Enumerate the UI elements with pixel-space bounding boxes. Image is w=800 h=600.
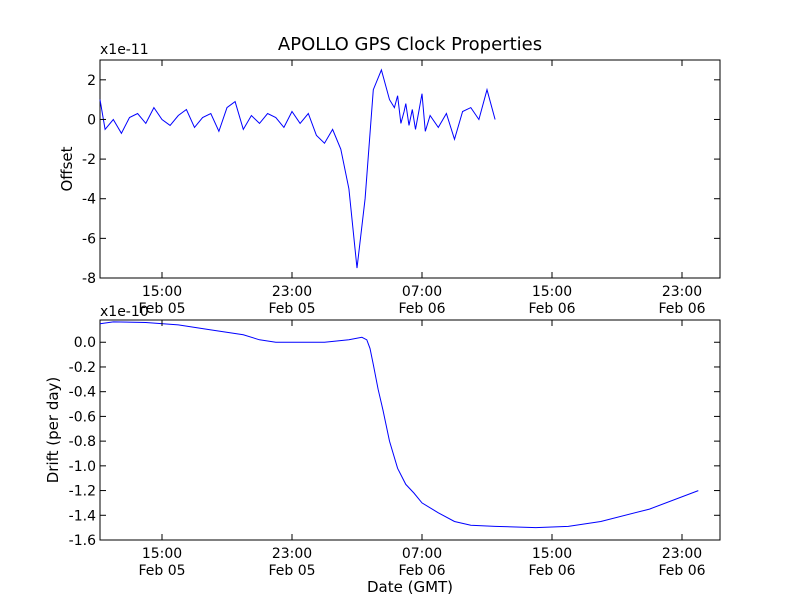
- y-tick-label: 0: [87, 112, 96, 128]
- y-tick-label: 0.0: [74, 335, 96, 351]
- x-tick-date-label: Feb 05: [268, 563, 315, 579]
- x-tick-time-label: 15:00: [142, 546, 182, 562]
- drift-y-ticks: -1.6 -1.4 -1.2 -1.0 -0.8 -0.6 -0.4 -0.2 0.0: [69, 335, 720, 549]
- x-tick-date-label: Feb 05: [268, 301, 315, 317]
- x-tick-date-label: Feb 06: [528, 301, 575, 317]
- y-tick-label: -0.2: [69, 360, 96, 376]
- offset-y-ticks: -8 -6 -4 -2 0 2: [82, 73, 720, 287]
- drift-plot-frame: [99, 319, 721, 541]
- drift-scale-label: x1e-10: [100, 304, 149, 320]
- y-tick-label: -1.2: [69, 484, 96, 500]
- x-tick-time-label: 15:00: [532, 284, 572, 300]
- drift-series-line: [99, 321, 699, 529]
- y-tick-label: -1.4: [69, 508, 96, 524]
- y-tick-label: 2: [87, 73, 96, 89]
- y-tick-label: -4: [82, 192, 96, 208]
- y-tick-label: -1.6: [69, 533, 96, 549]
- x-tick-time-label: 15:00: [142, 284, 182, 300]
- x-tick-time-label: 23:00: [662, 546, 702, 562]
- y-tick-label: -0.6: [69, 409, 96, 425]
- y-tick-label: -0.8: [69, 434, 96, 450]
- x-tick-date-label: Feb 06: [658, 301, 705, 317]
- x-tick-time-label: 07:00: [402, 546, 442, 562]
- x-tick-time-label: 07:00: [402, 284, 442, 300]
- offset-scale-label: x1e-11: [100, 42, 149, 58]
- x-tick-time-label: 23:00: [272, 546, 312, 562]
- offset-plot-frame: [99, 59, 721, 279]
- x-tick-time-label: 23:00: [662, 284, 702, 300]
- x-tick-time-label: 15:00: [532, 546, 572, 562]
- x-tick-date-label: Feb 06: [528, 563, 575, 579]
- y-tick-label: -6: [82, 231, 96, 247]
- y-tick-label: -8: [82, 271, 96, 287]
- x-tick-time-label: 23:00: [272, 284, 312, 300]
- drift-axis-label: Drift (per day): [44, 377, 62, 484]
- y-tick-label: -2: [82, 152, 96, 168]
- offset-series-line: [99, 68, 496, 269]
- x-tick-date-label: Feb 06: [398, 563, 445, 579]
- x-tick-date-label: Feb 06: [398, 301, 445, 317]
- chart-title: APOLLO GPS Clock Properties: [278, 34, 542, 55]
- x-tick-date-label: Feb 06: [658, 563, 705, 579]
- offset-axis-label: Offset: [58, 146, 76, 191]
- x-axis-label: Date (GMT): [367, 578, 453, 596]
- y-tick-label: -1.0: [69, 459, 96, 475]
- drift-panel: -1.6 -1.4 -1.2 -1.0 -0.8 -0.6 -0.4 -0.2 0.0 15:0…: [44, 304, 721, 596]
- x-tick-date-label: Feb 05: [138, 563, 185, 579]
- y-tick-label: -0.4: [69, 385, 96, 401]
- x-tick-date-label: Feb 05: [138, 301, 185, 317]
